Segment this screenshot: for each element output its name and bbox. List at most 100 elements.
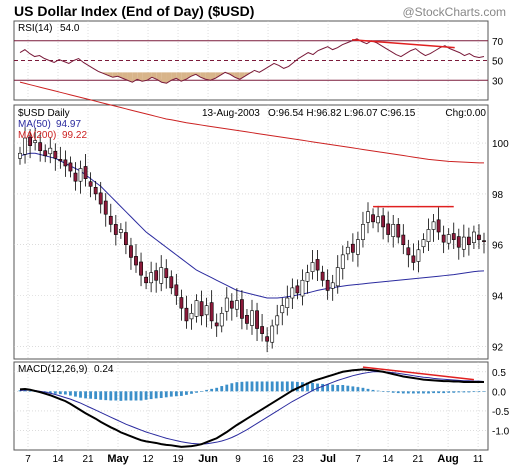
candle-down bbox=[260, 326, 264, 334]
macd-histogram-bar bbox=[452, 391, 456, 393]
x-tick-label: 9 bbox=[235, 454, 241, 465]
candle-up bbox=[219, 312, 224, 327]
candle-up bbox=[345, 246, 350, 255]
candle-up bbox=[330, 282, 335, 289]
macd-histogram-bar bbox=[482, 391, 486, 392]
x-tick-label: 21 bbox=[82, 454, 94, 465]
candle-down bbox=[88, 181, 93, 187]
macd-histogram-bar bbox=[174, 391, 178, 397]
macd-histogram-bar bbox=[89, 391, 93, 399]
macd-tick-label: 0.5 bbox=[492, 368, 506, 379]
macd-histogram-bar bbox=[190, 391, 193, 394]
ma50-label: MA(50) bbox=[18, 119, 51, 130]
candle-down bbox=[134, 256, 138, 266]
candle-up bbox=[275, 315, 280, 326]
candle-down bbox=[43, 150, 48, 157]
candle-down bbox=[93, 186, 98, 195]
macd-histogram-bar bbox=[341, 384, 345, 392]
candle-up bbox=[48, 147, 53, 155]
rsi-value-label: 54.0 bbox=[60, 23, 80, 34]
candle-down bbox=[124, 232, 128, 245]
candle-down bbox=[371, 214, 375, 223]
candle-down bbox=[174, 284, 179, 296]
macd-histogram-bar bbox=[23, 390, 27, 392]
candle-down bbox=[73, 172, 78, 182]
candle-up bbox=[391, 224, 396, 237]
candle-up bbox=[18, 152, 22, 159]
x-tick-label: 16 bbox=[262, 454, 274, 465]
candle-up bbox=[78, 168, 83, 182]
macd-histogram-bar bbox=[179, 391, 183, 396]
price-tick-label: 100 bbox=[492, 139, 509, 150]
candle-up bbox=[335, 267, 340, 287]
macd-divergence-line bbox=[362, 366, 474, 381]
macd-histogram-bar bbox=[250, 381, 254, 392]
macd-histogram-bar bbox=[58, 391, 62, 395]
macd-histogram-bar bbox=[417, 391, 420, 394]
macd-histogram-bar bbox=[356, 387, 360, 392]
macd-histogram-bar bbox=[361, 387, 365, 392]
axis-layer: 7 14 21 May 12 19 Jun 9 16 23 Jul 7 14 21 Aug 11 30 50 70 9… bbox=[25, 37, 509, 465]
candle-down bbox=[396, 224, 401, 238]
macd-histogram-bar bbox=[411, 391, 415, 394]
price-tick-label: 96 bbox=[492, 241, 504, 252]
candle-up bbox=[149, 272, 154, 284]
macd-histogram-bar bbox=[275, 381, 279, 392]
macd-histogram-bar bbox=[124, 391, 128, 401]
candle-down bbox=[164, 268, 169, 279]
macd-histogram-bar bbox=[396, 391, 400, 394]
ma50-value: 94.97 bbox=[56, 119, 81, 130]
macd-histogram-bar bbox=[295, 381, 299, 392]
x-tick-label: 14 bbox=[383, 454, 395, 465]
rsi-tick-label: 70 bbox=[492, 37, 504, 48]
change-label: Chg:0.00 bbox=[445, 108, 486, 119]
macd-histogram-bar bbox=[225, 384, 229, 392]
candle-up bbox=[33, 140, 38, 143]
rsi-label: RSI(14) bbox=[18, 23, 52, 34]
candle-down bbox=[58, 159, 63, 162]
macd-histogram-bar bbox=[406, 391, 410, 394]
price-tick-label: 98 bbox=[492, 190, 504, 201]
macd-histogram-bar bbox=[326, 384, 330, 392]
macd-histogram-bar bbox=[169, 391, 173, 397]
candle-up bbox=[361, 224, 365, 240]
macd-layer bbox=[18, 368, 486, 448]
chart-title: US Dollar Index (End of Day) ($USD) bbox=[14, 3, 254, 19]
macd-histogram-bar bbox=[376, 390, 380, 392]
candle-up bbox=[224, 297, 229, 312]
macd-histogram-bar bbox=[149, 391, 153, 400]
rsi-divergence-line bbox=[352, 39, 455, 49]
macd-histogram-bar bbox=[245, 381, 249, 392]
macd-histogram-bar bbox=[84, 391, 87, 399]
candle-down bbox=[53, 150, 58, 159]
macd-histogram-bar bbox=[129, 391, 133, 401]
rsi-oversold-fill bbox=[161, 72, 167, 84]
macd-histogram-bar bbox=[200, 391, 203, 392]
candle-up bbox=[285, 297, 290, 308]
macd-histogram-bar bbox=[477, 391, 481, 393]
macd-tick-label: -0.5 bbox=[492, 407, 510, 418]
candle-down bbox=[350, 243, 355, 253]
candle-down bbox=[295, 285, 300, 294]
macd-histogram-bar bbox=[351, 386, 355, 392]
macd-histogram-bar bbox=[159, 391, 163, 399]
macd-histogram-bar bbox=[401, 391, 405, 394]
watermark[interactable]: @StockCharts.com bbox=[402, 5, 506, 19]
candle-down bbox=[401, 234, 406, 246]
price-tick-label: 94 bbox=[492, 292, 504, 303]
macd-tick-label: -1.0 bbox=[492, 426, 510, 437]
macd-histogram-bar bbox=[280, 381, 284, 392]
candle-down bbox=[144, 276, 148, 284]
macd-histogram-bar bbox=[230, 383, 234, 392]
rsi-tick-label: 50 bbox=[492, 57, 504, 68]
macd-histogram-bar bbox=[371, 389, 375, 392]
candle-down bbox=[113, 224, 118, 235]
macd-histogram-bar bbox=[391, 391, 395, 393]
candle-down bbox=[139, 261, 143, 276]
macd-histogram-bar bbox=[74, 391, 77, 397]
candle-down bbox=[63, 159, 68, 167]
macd-histogram-bar bbox=[457, 391, 461, 393]
macd-histogram-bar bbox=[316, 383, 319, 392]
candle-down bbox=[325, 279, 330, 291]
